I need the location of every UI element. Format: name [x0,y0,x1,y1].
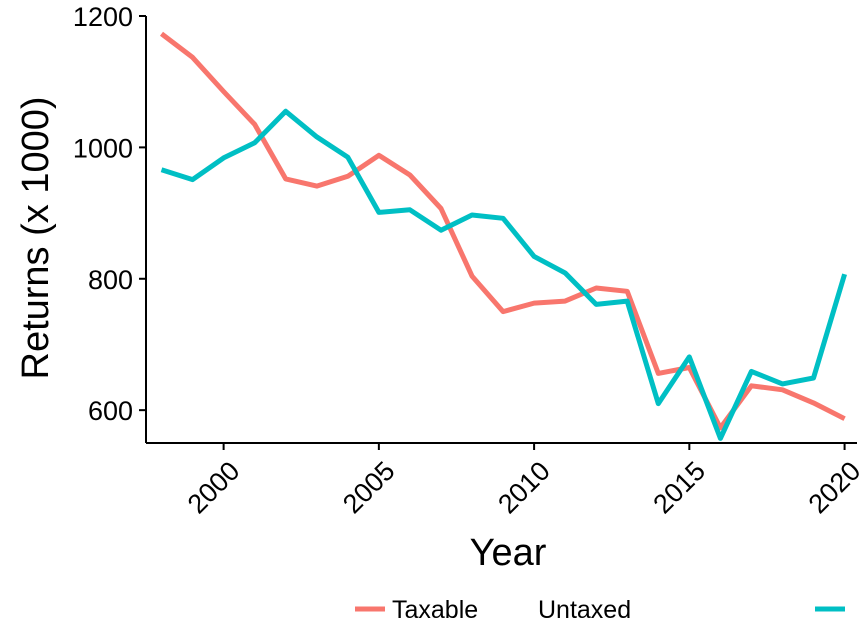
legend-item-taxable: Taxable [355,596,478,624]
y-tick-label: 600 [88,396,133,426]
x-tick-label: 2005 [337,456,401,520]
legend-label: Untaxed [538,596,631,624]
x-tick-label: 2020 [803,456,861,520]
series-lines [159,31,847,441]
x-ticks: 2000 2005 2010 2015 2020 [182,443,861,519]
axes [145,16,857,444]
legend-label: Taxable [392,596,478,624]
y-ticks: 600 800 1000 1200 [73,2,146,426]
legend: Taxable Untaxed [355,596,845,624]
y-tick-label: 800 [88,265,133,295]
y-axis-title: Returns (x 1000) [15,96,57,379]
legend-item-untaxed: Untaxed [538,596,845,624]
x-tick-label: 2010 [492,456,556,520]
series-line-untaxed [160,108,847,441]
y-tick-label: 1200 [73,2,133,32]
x-axis-title: Year [470,532,547,574]
y-tick-label: 1000 [73,133,133,163]
x-tick-label: 2015 [647,456,711,520]
x-tick-label: 2000 [182,456,246,520]
series-line-taxable [159,31,846,431]
